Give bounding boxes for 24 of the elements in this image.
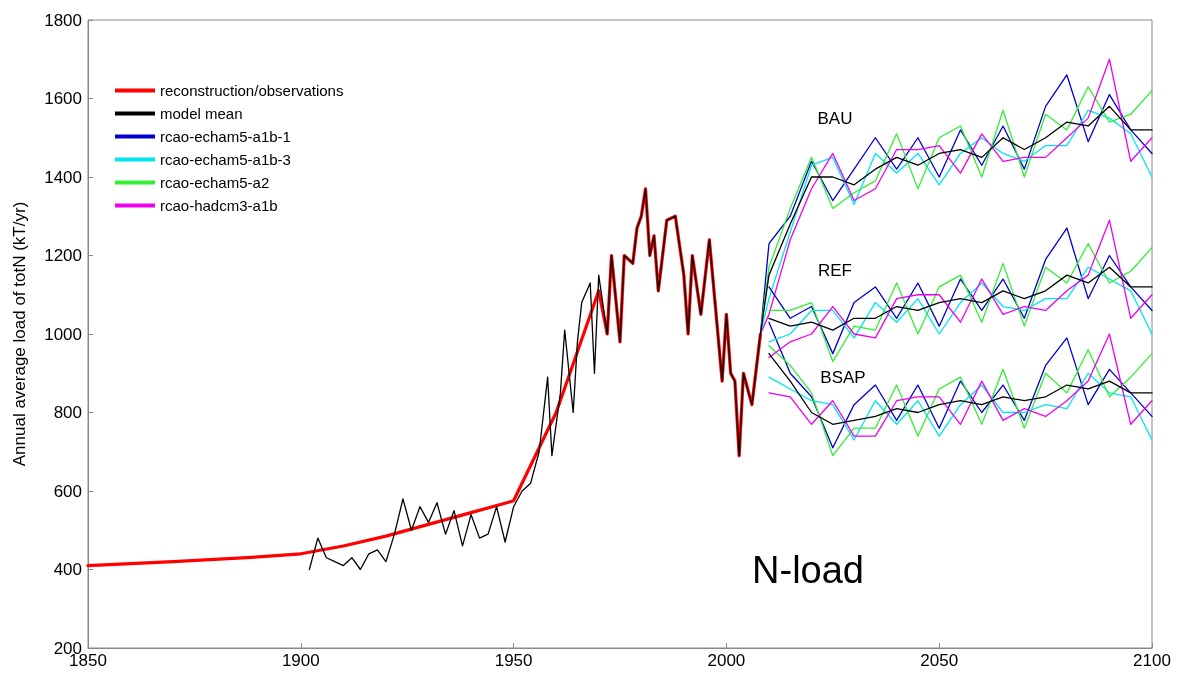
annotation: BSAP [820, 367, 866, 387]
annotation: N-load [752, 549, 864, 591]
annotation: REF [818, 260, 852, 280]
y-tick-label: 800 [53, 403, 82, 422]
legend-label: rcao-echam5-a2 [160, 174, 270, 191]
legend-label: model mean [160, 105, 243, 122]
y-tick-label: 1000 [44, 324, 82, 344]
y-tick-label: 1400 [44, 167, 82, 187]
y-tick-label: 1200 [44, 246, 82, 265]
y-tick-label: 1800 [44, 10, 82, 30]
y-tick-label: 600 [53, 481, 82, 501]
legend-label: rcao-hadcm3-a1b [160, 197, 278, 214]
annotation: BAU [817, 108, 853, 128]
x-tick-label: 1950 [494, 651, 533, 670]
x-tick-label: 2050 [920, 651, 959, 670]
x-tick-label: 2100 [1133, 651, 1171, 670]
y-axis-title: Annual average load of totN (kT/yr) [10, 201, 29, 467]
y-tick-label: 400 [53, 560, 82, 579]
y-tick-label: 1600 [44, 89, 82, 108]
x-tick-label: 2000 [707, 651, 746, 670]
legend-label: rcao-echam5-a1b-3 [160, 151, 291, 168]
legend-label: reconstruction/observations [160, 82, 344, 99]
x-tick-label: 1900 [281, 651, 320, 670]
legend-label: rcao-echam5-a1b-1 [160, 128, 291, 145]
